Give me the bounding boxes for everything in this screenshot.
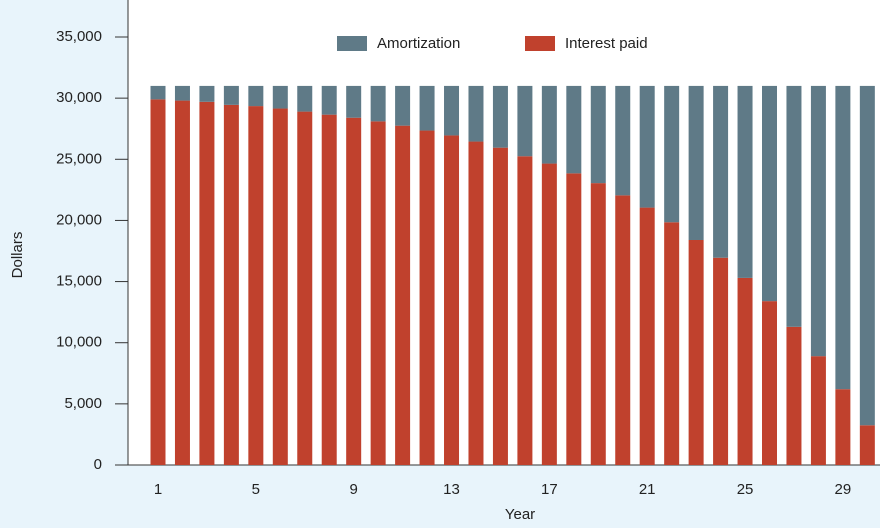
bar-segment	[346, 85, 362, 118]
bar-segment	[346, 117, 362, 466]
bar-segment	[248, 85, 264, 107]
bar-segment	[590, 85, 606, 184]
bar-segment	[810, 356, 826, 465]
legend-label: Interest paid	[565, 35, 648, 52]
y-tick-label: 35,000	[56, 28, 102, 45]
bar-segment	[297, 85, 313, 112]
bar-segment	[713, 85, 729, 258]
x-tick-label: 5	[252, 481, 260, 498]
y-tick-label: 10,000	[56, 334, 102, 351]
legend-label: Amortization	[377, 35, 460, 52]
bar-segment	[321, 114, 337, 465]
bar-segment	[297, 111, 313, 465]
bar-segment	[615, 195, 631, 466]
bar-segment	[566, 85, 582, 174]
bar-segment	[590, 183, 606, 466]
bar-segment	[468, 141, 484, 465]
bar-segment	[859, 85, 875, 426]
bar-segment	[737, 85, 753, 278]
bar-segment	[419, 85, 435, 131]
x-tick-label: 29	[835, 481, 852, 498]
bar-segment	[272, 85, 288, 109]
bar-segment	[199, 85, 215, 102]
x-tick-label: 17	[541, 481, 558, 498]
bar-segment	[370, 85, 386, 122]
y-tick-label: 0	[94, 456, 102, 473]
bar-segment	[419, 130, 435, 465]
x-tick-label: 9	[350, 481, 358, 498]
y-tick-label: 30,000	[56, 89, 102, 106]
bar-segment	[835, 389, 851, 465]
bar-segment	[223, 104, 239, 466]
bar-segment	[566, 173, 582, 465]
bar-segment	[199, 101, 215, 465]
bar-segment	[395, 85, 411, 126]
bar-segment	[786, 85, 802, 327]
bar-segment	[786, 326, 802, 465]
bar-segment	[395, 125, 411, 466]
bar-segment	[223, 85, 239, 105]
bar-segment	[762, 85, 777, 302]
x-tick-label: 1	[154, 481, 162, 498]
legend-swatch	[525, 36, 555, 51]
bar-segment	[639, 85, 655, 208]
bar-segment	[272, 108, 288, 465]
x-axis-label: Year	[505, 506, 535, 523]
x-tick-label: 25	[737, 481, 754, 498]
bar-segment	[370, 121, 386, 466]
y-tick-label: 15,000	[56, 273, 102, 290]
y-tick-label: 5,000	[64, 395, 102, 412]
bar-segment	[444, 85, 460, 136]
y-axis-label: Dollars	[9, 232, 26, 279]
bar-segment	[444, 135, 460, 465]
bar-segment	[835, 85, 851, 390]
bar-segment	[737, 277, 753, 465]
legend-swatch	[337, 36, 367, 51]
y-tick-label: 25,000	[56, 150, 102, 167]
x-tick-label: 13	[443, 481, 460, 498]
bar-segment	[615, 85, 631, 196]
bar-segment	[492, 85, 508, 148]
bar-segment	[639, 207, 655, 466]
bar-segment	[174, 85, 190, 101]
bar-segment	[517, 156, 533, 465]
bar-segment	[150, 85, 166, 100]
bar-segment	[688, 85, 704, 240]
x-tick-label: 21	[639, 481, 656, 498]
bar-segment	[810, 85, 826, 357]
bar-segment	[517, 85, 533, 157]
bar-segment	[859, 425, 875, 465]
bar-segment	[762, 301, 777, 465]
bar-segment	[541, 163, 557, 465]
bar-segment	[468, 85, 484, 142]
bar-segment	[321, 85, 337, 115]
bar-segment	[541, 85, 557, 164]
bar-segment	[174, 100, 190, 466]
bar-segment	[248, 106, 264, 465]
bar-segment	[688, 239, 704, 465]
bar-segment	[664, 222, 680, 465]
bar-segment	[713, 257, 729, 465]
bar-segment	[492, 147, 508, 465]
bar-segment	[664, 85, 680, 223]
y-tick-label: 20,000	[56, 211, 102, 228]
bar-segment	[150, 99, 166, 465]
